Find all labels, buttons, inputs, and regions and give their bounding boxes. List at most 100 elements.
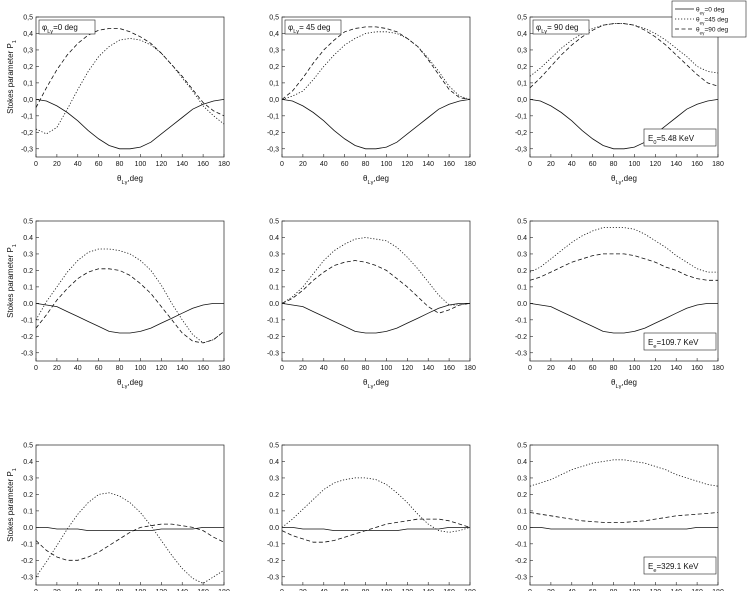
x-tick-label: 100	[381, 589, 393, 591]
x-tick-label: 120	[649, 161, 661, 168]
x-tick-label: 20	[53, 161, 61, 168]
y-tick-label: 0.0	[269, 525, 279, 532]
x-tick-label: 0	[34, 161, 38, 168]
x-tick-label: 180	[464, 365, 476, 372]
legend-entry: θeγ=0 deg	[696, 7, 725, 16]
phi-label-sub: Lγ	[47, 29, 53, 35]
x-tick-label: 60	[589, 161, 597, 168]
y-tick-label: 0,0	[23, 97, 33, 104]
plot-frame	[35, 444, 225, 586]
y-tick-label: 0,1	[23, 80, 33, 87]
y-tick-label: 0.4	[517, 235, 527, 242]
y-tick-label: 0.2	[23, 268, 33, 275]
x-axis-label: θLγ,deg	[117, 174, 143, 186]
y-tick-label: 0.1	[23, 508, 33, 515]
y-tick-label: 0,2	[269, 64, 279, 71]
series-line-dotted	[35, 37, 225, 135]
legend-entry-rest: =0 deg	[704, 7, 724, 14]
y-tick-label: 0.3	[517, 251, 527, 258]
plot-frame	[35, 220, 225, 362]
phi-label-box	[284, 19, 342, 35]
y-tick-label: 0,1	[269, 80, 279, 87]
x-tick-label: 40	[568, 589, 576, 591]
x-tick-label: 160	[443, 589, 455, 591]
energy-label-main: E	[648, 338, 653, 347]
y-tick-label: 0.3	[23, 251, 33, 258]
x-tick-label: 80	[116, 589, 124, 591]
series-line-dashed	[529, 253, 718, 281]
x-tick-label: 100	[629, 365, 641, 372]
plot-frame	[529, 16, 719, 158]
y-axis-label: Stokes parameter P1	[6, 244, 18, 318]
phi-label-rest: = 90 deg	[547, 23, 578, 32]
series-line-dashed	[35, 523, 225, 561]
y-tick-label: 0.5	[23, 219, 33, 226]
x-tick-label: 20	[547, 589, 555, 591]
panel-r2-c0: -0.3 -0.2 -0.1 0.0 0.1 0.2 0.3 0.4 0.5 0 20 40 60 80 1…	[6, 443, 230, 591]
x-axis-label-rest: ,deg	[373, 378, 389, 387]
energy-label-box	[643, 332, 717, 351]
y-axis-label-text: Stokes parameter P1	[6, 244, 18, 318]
x-tick-label: 180	[712, 365, 724, 372]
x-tick-label: 20	[299, 589, 307, 591]
y-tick-label: 0.1	[269, 508, 279, 515]
x-tick-label: 0	[528, 589, 532, 591]
y-tick-label: 0,5	[269, 15, 279, 22]
x-tick-label: 120	[155, 589, 167, 591]
energy-label-main: E	[648, 562, 653, 571]
x-tick-label: 60	[341, 365, 349, 372]
plot-frame	[281, 220, 471, 362]
y-tick-label: -0.3	[21, 574, 33, 581]
x-tick-label: 160	[691, 589, 703, 591]
x-axis-label-sub: Lγ	[121, 180, 127, 186]
x-tick-label: 140	[670, 589, 682, 591]
y-tick-label: -0,3	[267, 146, 279, 153]
x-tick-label: 100	[629, 161, 641, 168]
x-axis-label-sub: Lγ	[367, 384, 373, 390]
x-tick-label: 40	[320, 365, 328, 372]
series-line-solid	[530, 527, 718, 530]
x-axis-label-rest: ,deg	[621, 378, 637, 387]
x-tick-label: 60	[589, 589, 597, 591]
x-axis-label-sub: Lγ	[121, 384, 127, 390]
x-tick-label: 180	[218, 365, 230, 372]
series-line-dashed	[35, 28, 225, 117]
x-tick-label: 180	[218, 589, 230, 591]
y-tick-label: 0.4	[269, 459, 279, 466]
phi-label-box	[38, 19, 96, 35]
x-tick-label: 160	[691, 161, 703, 168]
panel-r1-c1: -0.3 -0.2 -0.1 0.0 0.1 0.2 0.3 0.4 0.5 0 20 40 60 80 1…	[267, 219, 476, 391]
x-tick-label: 20	[547, 365, 555, 372]
x-tick-label: 100	[629, 589, 641, 591]
x-tick-label: 160	[197, 365, 209, 372]
y-tick-label: 0.1	[269, 284, 279, 291]
series-line-dotted	[35, 248, 225, 344]
y-tick-label: 0.0	[517, 301, 527, 308]
x-tick-label: 20	[547, 161, 555, 168]
x-tick-label: 0	[280, 161, 284, 168]
x-tick-label: 40	[74, 589, 82, 591]
y-axis-label-text-main: Stokes parameter P	[6, 43, 15, 114]
y-tick-label: -0.1	[267, 541, 279, 548]
x-tick-label: 20	[299, 161, 307, 168]
x-tick-label: 40	[320, 589, 328, 591]
x-tick-label: 140	[176, 161, 188, 168]
y-tick-label: 0.5	[269, 443, 279, 450]
y-tick-label: 0.2	[517, 268, 527, 275]
panel-r2-c1: -0.3 -0.2 -0.1 0.0 0.1 0.2 0.3 0.4 0.5 0 20 40 60 80 1…	[267, 443, 476, 591]
y-axis-label-text: Stokes parameter P1	[6, 468, 18, 542]
legend-entry: θeγ=45 deg	[696, 17, 728, 26]
x-tick-label: 60	[95, 365, 103, 372]
series-line-solid	[529, 99, 719, 150]
x-tick-label: 100	[381, 161, 393, 168]
y-tick-label: 0.1	[517, 508, 527, 515]
x-tick-label: 80	[362, 589, 370, 591]
energy-label: Ee=109.7 KeV	[648, 338, 699, 350]
x-tick-label: 40	[74, 365, 82, 372]
x-tick-label: 80	[610, 161, 618, 168]
y-tick-label: 0.5	[517, 443, 527, 450]
y-tick-label: -0,1	[21, 113, 33, 120]
phi-label-main: φ	[288, 23, 293, 32]
